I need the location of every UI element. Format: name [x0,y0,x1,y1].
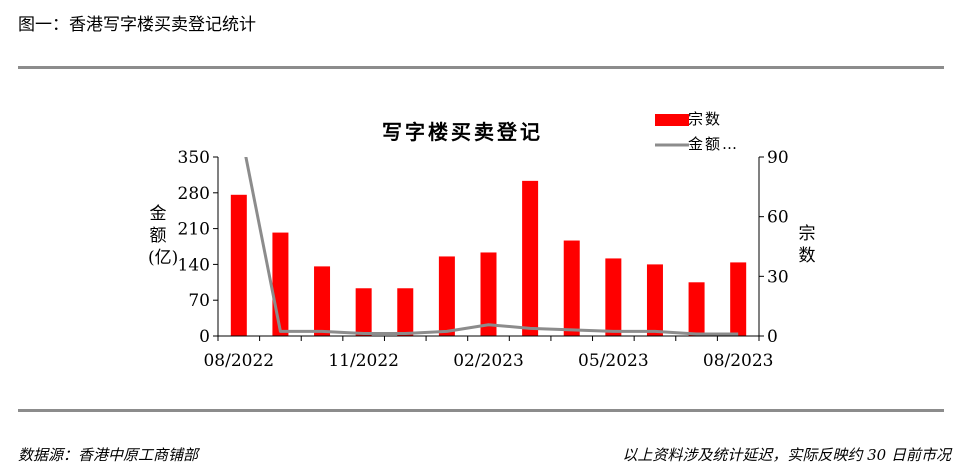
bar-count-11 [688,282,705,336]
right-tick-label-0: 0 [767,327,778,347]
right-tick-label-1: 30 [767,267,789,287]
top-divider [18,66,944,69]
x-tick-label-0: 08/2022 [203,351,274,371]
figure-caption: 图一：香港写字楼买卖登记统计 [18,15,256,35]
right-tick-label-3: 90 [767,148,789,168]
x-tick-label-1: 11/2022 [328,351,399,371]
bar-count-1 [272,232,289,336]
chart-title: 写字楼买卖登记 [382,120,543,144]
right-axis-label: 宗数 [798,224,816,266]
left-tick-label-5: 350 [178,148,210,168]
bar-count-8 [563,240,580,336]
bottom-divider [18,409,944,412]
bar-count-2 [314,266,331,336]
left-tick-label-3: 210 [178,220,210,240]
line-amount [244,157,739,336]
left-tick-label-4: 280 [178,184,210,204]
bar-count-10 [646,264,663,336]
bar-count-6 [480,252,497,336]
left-tick-label-1: 70 [188,291,210,311]
bar-count-7 [522,180,539,336]
x-tick-label-4: 08/2023 [703,351,774,371]
x-tick-label-2: 02/2023 [453,351,524,371]
bar-count-5 [438,256,455,336]
footer-source: 数据源：香港中原工商铺部 [18,446,199,464]
x-tick-label-3: 05/2023 [578,351,649,371]
bar-count-0 [230,194,247,336]
bar-count-3 [355,288,372,336]
bar-count-12 [730,262,747,336]
bar-count-4 [397,288,414,336]
footer-note: 以上资料涉及统计延迟，实际反映约 30 日前市况 [622,446,951,464]
right-tick-label-2: 60 [767,208,789,228]
left-tick-label-0: 0 [199,327,210,347]
bar-count-9 [605,258,622,336]
legend-label-count: 宗数 [688,110,723,128]
legend-swatch-count [655,114,689,126]
legend-label-amount: 金额… [688,135,740,153]
left-tick-label-2: 140 [178,255,210,275]
